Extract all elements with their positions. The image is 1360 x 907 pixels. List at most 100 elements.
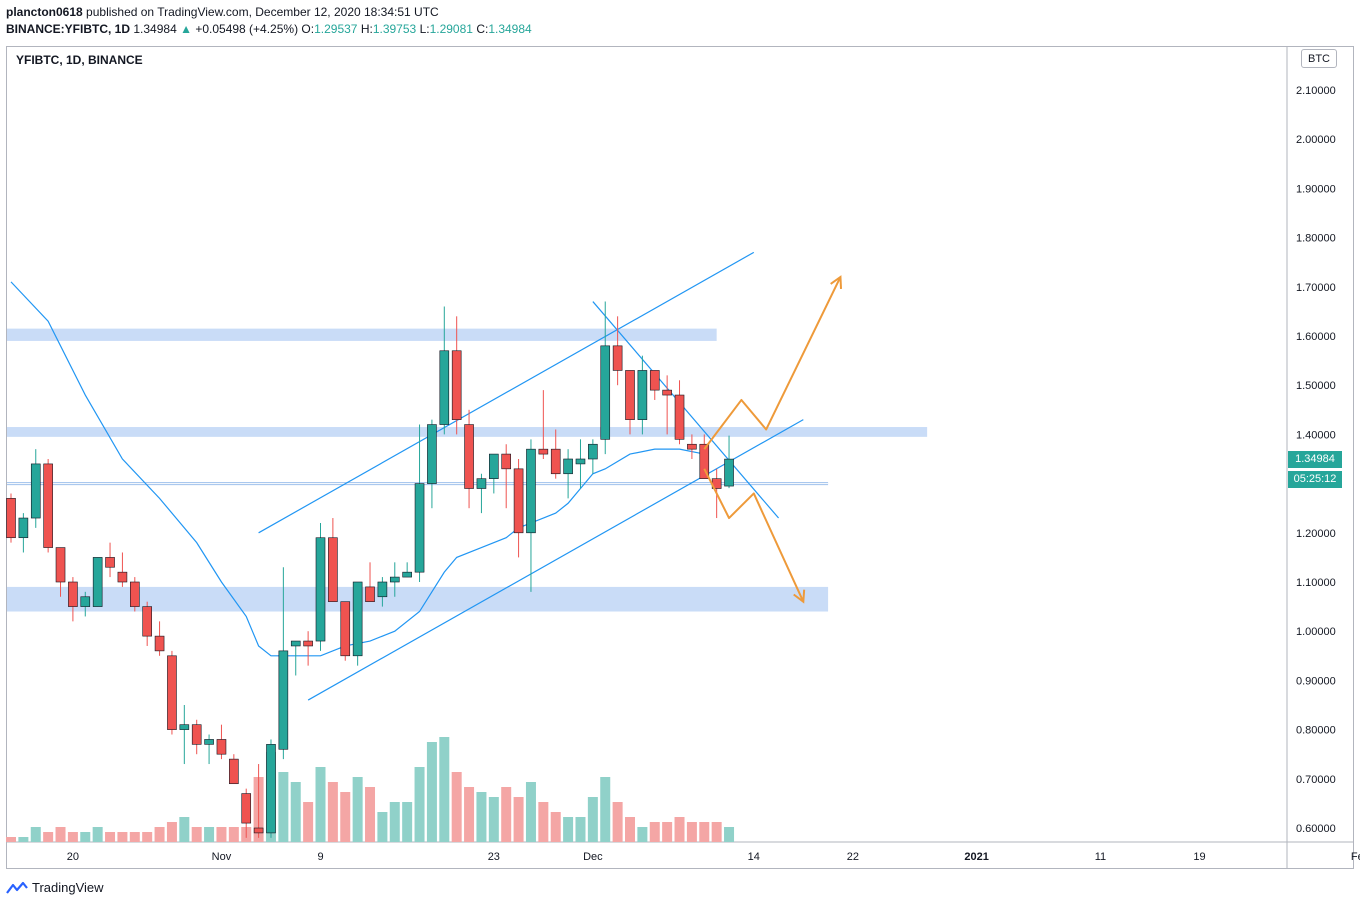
candle-body: [414, 483, 425, 573]
candle-body: [117, 571, 128, 583]
candle-body: [179, 724, 190, 730]
volume-bar: [625, 817, 635, 842]
volume-bar: [451, 772, 462, 842]
y-tick-label: 1.10000: [1296, 577, 1336, 589]
x-tick-label: Dec: [583, 851, 603, 863]
volume-bar: [414, 767, 425, 842]
volume-bar: [30, 827, 41, 842]
candle-body: [649, 370, 660, 391]
candle-body: [600, 345, 611, 440]
volume-bar: [612, 802, 623, 842]
brand-name: TradingView: [32, 880, 104, 895]
x-tick-label: 23: [488, 851, 500, 863]
candle-body: [130, 581, 140, 607]
candle-body: [303, 640, 313, 647]
volume-bar: [67, 832, 78, 842]
volume-bar: [129, 832, 140, 842]
tradingview-logo[interactable]: TradingView: [6, 880, 104, 895]
candle-body: [266, 744, 276, 834]
volume-bar: [476, 792, 487, 842]
volume-bar: [563, 817, 574, 842]
channel-lower-line: [307, 419, 804, 701]
candle-body: [625, 370, 635, 420]
volume-bar: [402, 802, 413, 842]
volume-bar: [278, 772, 289, 842]
volume-bar: [538, 802, 549, 842]
tradingview-logo-icon: [6, 881, 28, 894]
y-tick-label: 1.40000: [1296, 429, 1336, 441]
zone-0: [7, 328, 717, 341]
high-label: H:: [360, 22, 373, 36]
volume-bar: [92, 827, 103, 842]
publish-info: plancton0618 published on TradingView.co…: [6, 5, 439, 19]
x-tick-label: 14: [748, 851, 760, 863]
volume-bar: [303, 802, 314, 842]
bearish-projection-arrow-arrowhead: [793, 589, 806, 604]
candle-body: [526, 448, 536, 534]
volume-bar: [365, 787, 376, 842]
candle-body: [724, 458, 734, 487]
downtrend-line: [592, 301, 780, 519]
bullish-projection-arrow: [703, 276, 842, 450]
volume-bar: [501, 787, 512, 842]
volume-bar: [711, 822, 722, 842]
candle-body: [451, 350, 462, 420]
ohlc-bar: BINANCE:YFIBTC, 1D 1.34984 ▲ +0.05498 (+…: [6, 22, 532, 36]
volume-bar: [674, 817, 685, 842]
volume-bar: [439, 737, 450, 842]
volume-bar: [389, 802, 400, 842]
volume-bar: [315, 767, 326, 842]
volume-bar: [662, 822, 673, 842]
volume-bar: [426, 742, 437, 842]
y-tick-label: 1.00000: [1296, 626, 1336, 638]
volume-bar: [154, 827, 165, 842]
candle-body: [315, 537, 326, 642]
chart-frame[interactable]: [6, 46, 1354, 869]
volume-bar: [464, 787, 475, 842]
candle-body: [278, 650, 289, 750]
volume-bar: [204, 827, 215, 842]
candle-body: [43, 463, 53, 548]
volume-bar: [587, 797, 598, 842]
candle-body: [241, 793, 252, 824]
low-label: L:: [419, 22, 430, 36]
volume-bar: [290, 782, 301, 842]
volume-bar: [637, 827, 648, 842]
candle-body: [328, 537, 338, 602]
currency-badge[interactable]: BTC: [1301, 49, 1337, 68]
change-arrow-icon: ▲: [180, 22, 192, 36]
candle-body: [563, 458, 573, 475]
candle-body: [389, 576, 400, 583]
candle-body: [402, 571, 412, 578]
volume-bar: [105, 832, 116, 842]
bar-countdown-tag: 05:25:12: [1288, 471, 1342, 488]
y-tick-label: 1.20000: [1296, 528, 1336, 540]
author-name[interactable]: plancton0618: [6, 5, 83, 19]
low-value: 1.29081: [429, 22, 473, 36]
candle-body: [80, 596, 91, 607]
candle-body: [687, 443, 697, 450]
volume-bar: [18, 837, 29, 842]
candle-body: [154, 635, 165, 652]
candle-body: [489, 453, 499, 479]
volume-bar: [117, 832, 128, 842]
candle-body: [6, 498, 16, 539]
x-tick-label: Feb: [1351, 851, 1360, 863]
volume-bar: [216, 827, 227, 842]
candle-body: [229, 758, 239, 785]
last-price: 1.34984: [133, 22, 177, 36]
candle-body: [18, 517, 29, 539]
x-tick-label: 19: [1193, 851, 1205, 863]
y-tick-label: 1.90000: [1296, 183, 1336, 195]
x-tick-label: 2021: [964, 851, 988, 863]
last-price-tag: 1.34984: [1288, 451, 1342, 468]
volume-bar: [525, 782, 536, 842]
candle-body: [365, 586, 375, 602]
candle-body: [204, 739, 214, 745]
chart-symbol-label: YFIBTC, 1D, BINANCE: [16, 53, 143, 67]
volume-bar: [513, 797, 524, 842]
candle-body: [352, 581, 363, 657]
volume-bar: [699, 822, 710, 842]
volume-bar: [352, 777, 363, 842]
